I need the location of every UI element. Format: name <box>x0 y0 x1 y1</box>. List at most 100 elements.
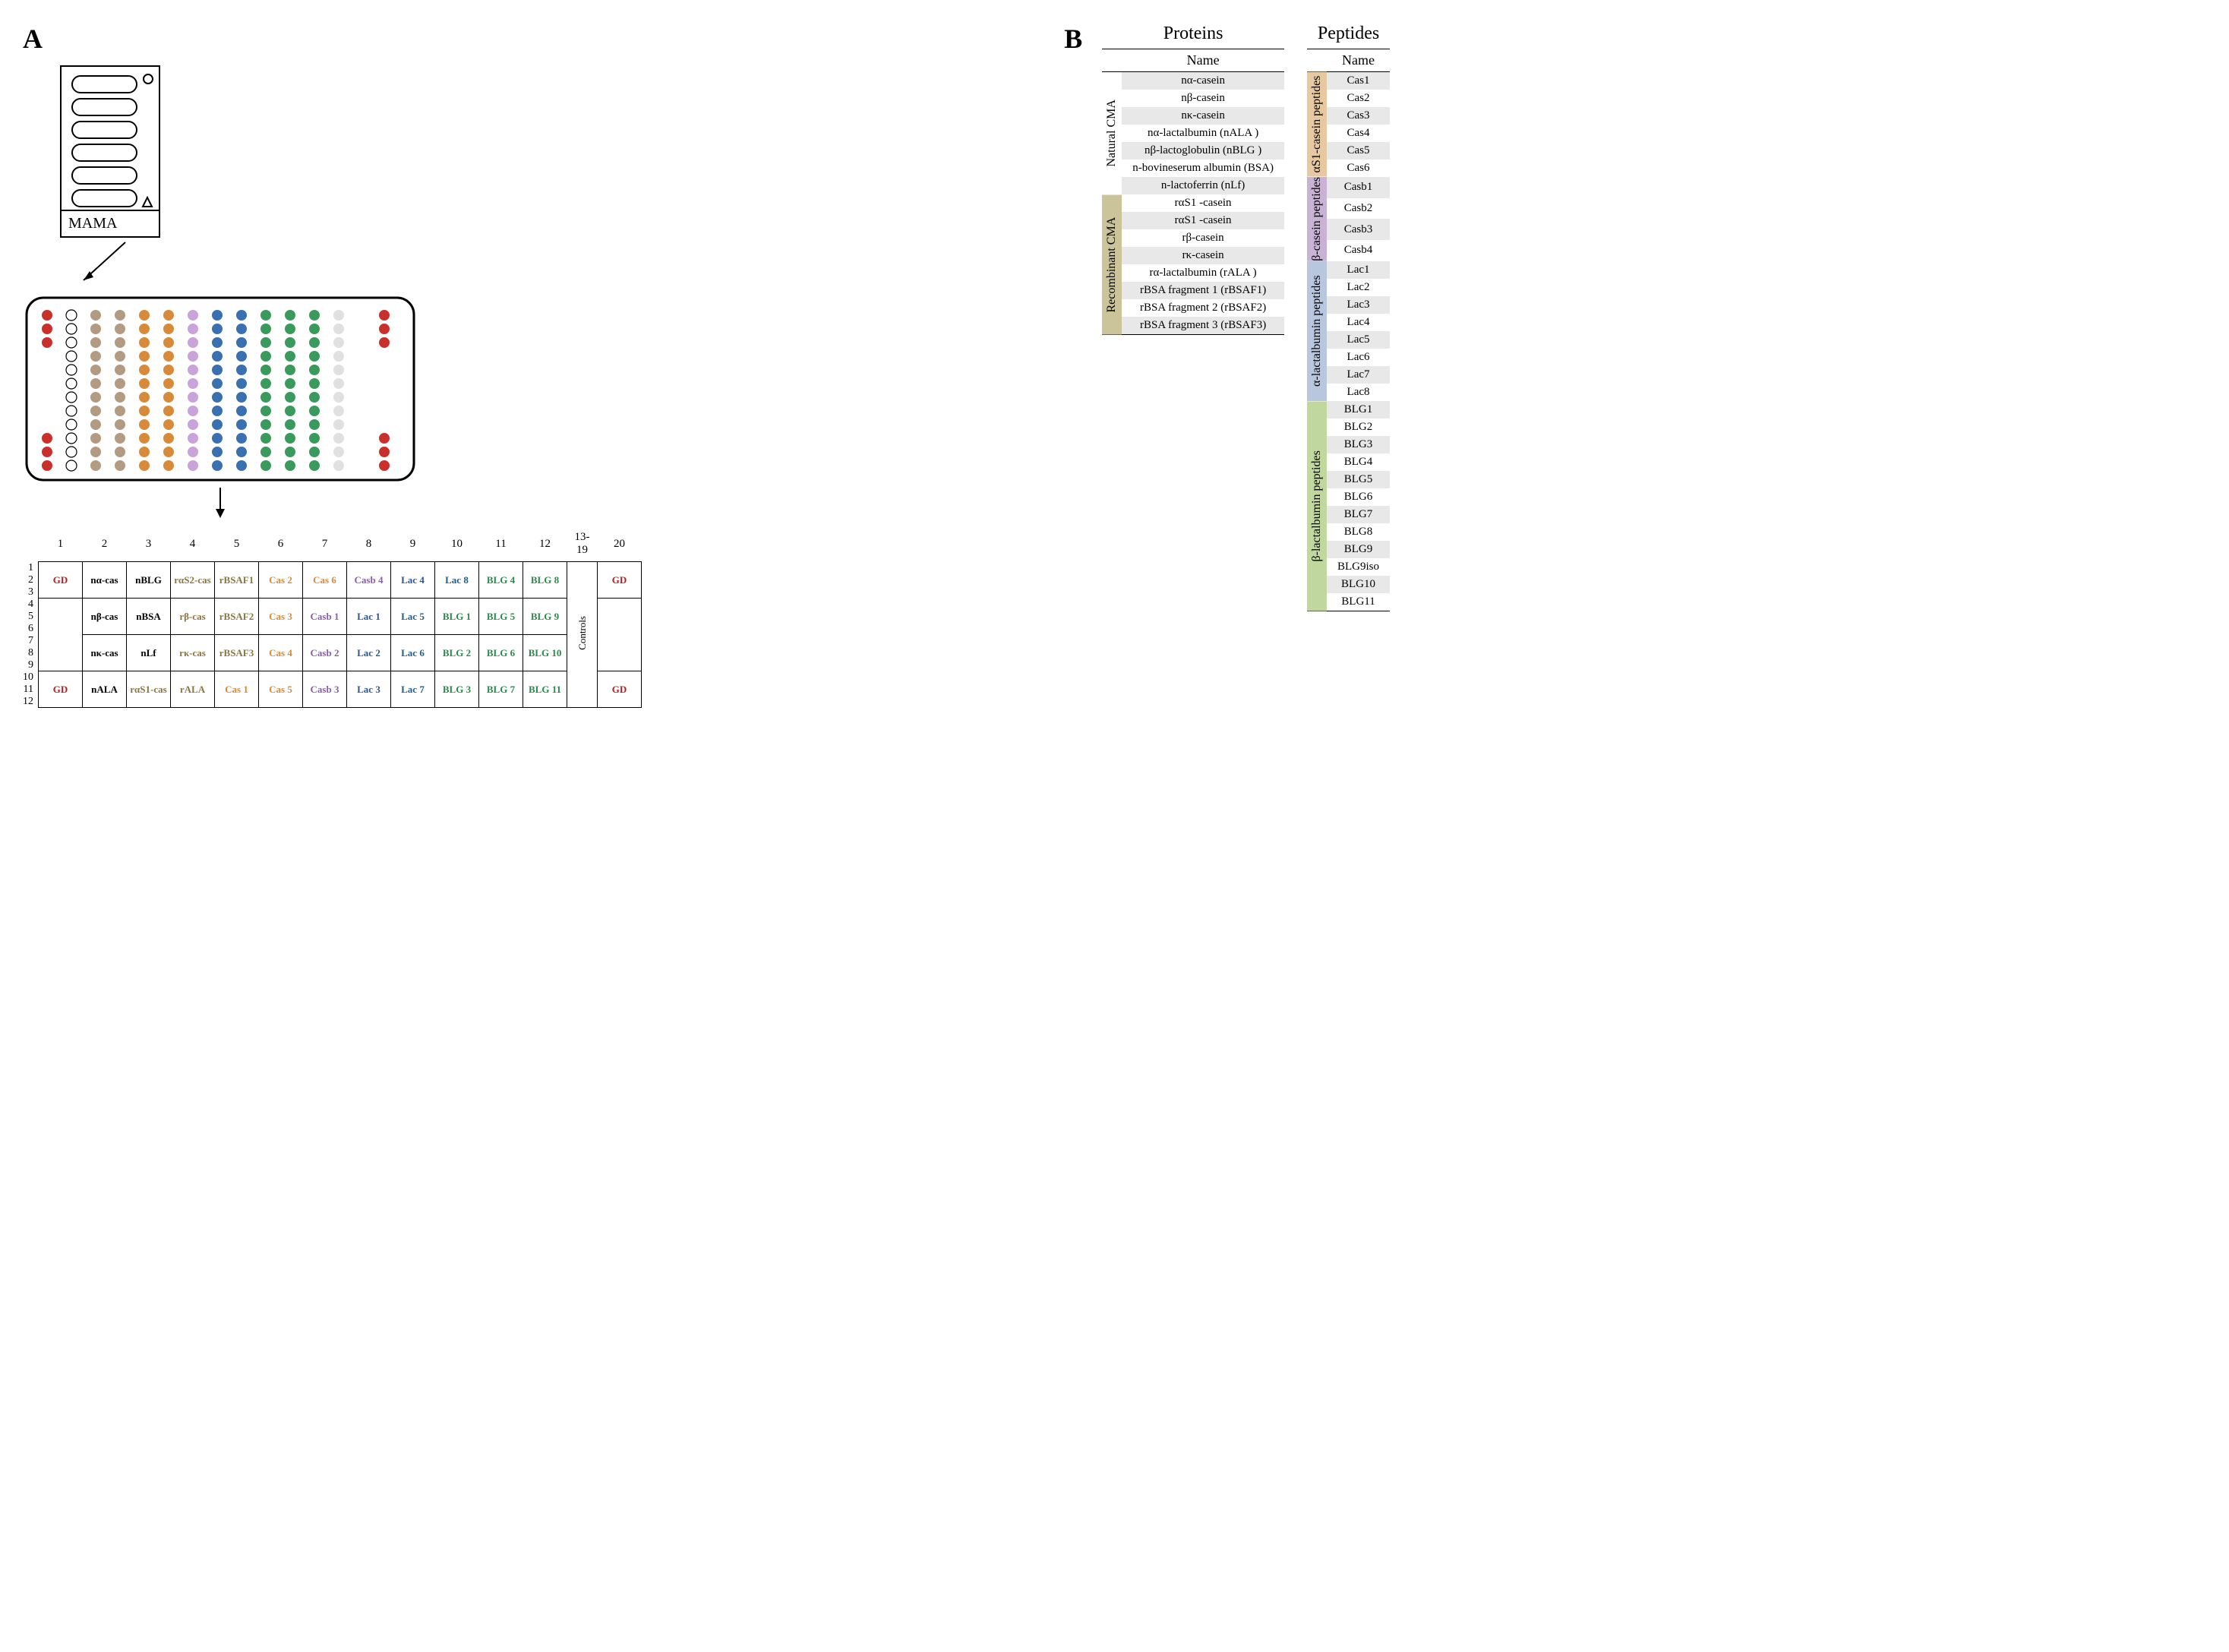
well-dot <box>139 310 150 321</box>
well-dot <box>163 419 174 430</box>
grid-cell: BLG 8 <box>523 562 567 599</box>
table-row: Lac3 <box>1327 296 1390 314</box>
table-row: Lac2 <box>1327 279 1390 296</box>
grid-cell: nLf <box>127 635 171 671</box>
well-dot <box>212 351 223 362</box>
well-dot <box>90 365 101 375</box>
well-dot <box>90 433 101 444</box>
well-dot <box>285 324 295 334</box>
grid-cell: nBSA <box>127 599 171 635</box>
well-dot <box>212 433 223 444</box>
well-dot <box>379 310 390 321</box>
well-dot <box>285 351 295 362</box>
table-subheader: Name <box>1327 49 1390 72</box>
row-header: 5 <box>23 611 39 623</box>
col-header: 1 <box>39 531 83 562</box>
well-dot <box>309 378 320 389</box>
well-dot <box>115 378 125 389</box>
well-dot <box>115 337 125 348</box>
table-row: Cas4 <box>1327 125 1390 142</box>
well-dot <box>285 337 295 348</box>
row-header: 11 <box>23 684 39 696</box>
well-dot <box>115 419 125 430</box>
row-header: 10 <box>23 671 39 684</box>
arrow-2 <box>23 484 418 522</box>
well-dot <box>66 324 77 334</box>
grid-cell: nALA <box>83 671 127 708</box>
col-header: 5 <box>215 531 259 562</box>
col-header: 6 <box>259 531 303 562</box>
well-dot <box>163 460 174 471</box>
grid-cell <box>39 635 83 671</box>
well-dot <box>139 406 150 416</box>
well-dot <box>260 447 271 457</box>
well-dot <box>188 324 198 334</box>
well-dot <box>90 351 101 362</box>
well-dot <box>139 419 150 430</box>
table-row: BLG2 <box>1327 419 1390 436</box>
table-row: Lac5 <box>1327 331 1390 349</box>
well-dot <box>285 406 295 416</box>
well-dot <box>212 324 223 334</box>
grid-cell: GD <box>598 671 642 708</box>
grid-cell: Lac 3 <box>347 671 391 708</box>
row-header: 7 <box>23 635 39 647</box>
well-dot <box>236 351 247 362</box>
well-dot <box>309 392 320 403</box>
well-dot <box>66 337 77 348</box>
well-dot <box>260 460 271 471</box>
grid-cell: rALA <box>171 671 215 708</box>
well-dot <box>90 310 101 321</box>
well-dot <box>333 365 344 375</box>
grid-cell: BLG 7 <box>479 671 523 708</box>
grid-cell: Lac 1 <box>347 599 391 635</box>
row-header: 4 <box>23 599 39 611</box>
col-header: 11 <box>479 531 523 562</box>
well-dot <box>212 392 223 403</box>
well-dot <box>115 351 125 362</box>
grid-cell: Cas 3 <box>259 599 303 635</box>
well-dot <box>236 447 247 457</box>
row-header: 1 <box>23 562 39 574</box>
well-dot <box>285 392 295 403</box>
well-dot <box>115 406 125 416</box>
well-dot <box>163 351 174 362</box>
well-dot <box>236 433 247 444</box>
well-dot <box>90 337 101 348</box>
well-dot <box>66 419 77 430</box>
well-dot <box>260 324 271 334</box>
grid-cell: Cas 1 <box>215 671 259 708</box>
well-dot <box>309 460 320 471</box>
table-row: nα-casein <box>1122 72 1284 90</box>
table-row: Cas5 <box>1327 142 1390 160</box>
table-row: nβ-casein <box>1122 90 1284 107</box>
table-row: Lac8 <box>1327 384 1390 401</box>
well-dot <box>42 324 52 334</box>
well-dot <box>139 392 150 403</box>
grid-cell: nβ-cas <box>83 599 127 635</box>
grid-cell: BLG 9 <box>523 599 567 635</box>
grid-cell: nBLG <box>127 562 171 599</box>
grid-cell: rαS1-cas <box>127 671 171 708</box>
well-dot <box>66 406 77 416</box>
arrow-1 <box>38 241 228 294</box>
well-dot <box>260 337 271 348</box>
table-row: n-bovineserum albumin (BSA) <box>1122 160 1284 177</box>
well-dot <box>188 337 198 348</box>
well-dot <box>115 310 125 321</box>
well-dot <box>188 447 198 457</box>
well-dot <box>260 406 271 416</box>
well-dot <box>66 433 77 444</box>
grid-cell: Lac 2 <box>347 635 391 671</box>
well-dot <box>66 378 77 389</box>
table-title: Proteins <box>1102 23 1284 49</box>
well-dot <box>66 447 77 457</box>
proteins-table-wrap: ProteinsNameNatural CMAnα-caseinnβ-casei… <box>1102 23 1284 708</box>
grid-cell: Casb 2 <box>303 635 347 671</box>
well-dot <box>212 460 223 471</box>
well-dot <box>285 310 295 321</box>
well-dot <box>66 365 77 375</box>
well-dot <box>115 460 125 471</box>
table-row: BLG6 <box>1327 488 1390 506</box>
well-dot <box>163 378 174 389</box>
